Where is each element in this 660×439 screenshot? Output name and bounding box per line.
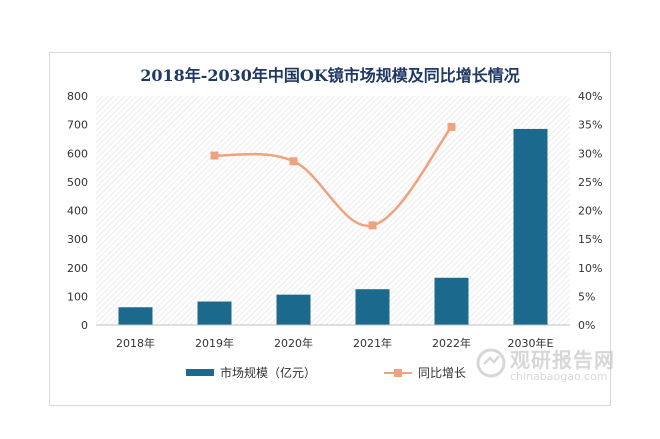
watermark-logo-icon bbox=[476, 348, 506, 378]
x-tick-label: 2019年 bbox=[195, 336, 234, 350]
legend-swatch-line bbox=[384, 368, 412, 377]
x-tick-label: 2030年E bbox=[508, 336, 554, 350]
watermark: 观研报告网 chinabaogao.com bbox=[476, 342, 616, 392]
left-tick-label: 100 bbox=[67, 290, 88, 303]
legend: 市场规模（亿元） 同比增长 bbox=[108, 360, 608, 386]
bar-0 bbox=[118, 307, 153, 325]
chart-title: 2018年-2030年中国OK镜市场规模及同比增长情况 bbox=[140, 66, 520, 85]
right-tick-label: 15% bbox=[578, 233, 602, 246]
growth-point-3 bbox=[447, 122, 456, 131]
bar-5 bbox=[513, 128, 548, 325]
growth-point-2 bbox=[368, 221, 377, 230]
right-tick-label: 0% bbox=[578, 319, 595, 332]
bar-2 bbox=[276, 294, 311, 325]
x-tick-label: 2022年 bbox=[432, 336, 471, 350]
watermark-url: chinabaogao.com bbox=[510, 370, 608, 383]
x-tick-label: 2018年 bbox=[116, 336, 155, 350]
watermark-name: 观研报告网 bbox=[510, 348, 615, 372]
right-tick-label: 30% bbox=[578, 147, 602, 160]
legend-swatch-bar bbox=[186, 369, 214, 376]
plot-area bbox=[96, 96, 570, 325]
right-tick-label: 40% bbox=[578, 90, 602, 103]
legend-item-line: 同比增长 bbox=[384, 364, 466, 381]
left-tick-label: 800 bbox=[67, 90, 88, 103]
right-tick-label: 25% bbox=[578, 176, 602, 189]
legend-label-line: 同比增长 bbox=[418, 366, 467, 380]
bar-3 bbox=[355, 289, 390, 325]
right-tick-label: 10% bbox=[578, 262, 602, 275]
left-tick-label: 500 bbox=[67, 176, 88, 189]
left-tick-label: 400 bbox=[67, 205, 88, 218]
bar-1 bbox=[197, 301, 232, 325]
growth-point-1 bbox=[289, 157, 298, 166]
x-tick-label: 2020年 bbox=[274, 336, 313, 350]
left-tick-label: 0 bbox=[81, 319, 88, 332]
legend-label-bar: 市场规模（亿元） bbox=[220, 366, 317, 380]
left-tick-label: 700 bbox=[67, 119, 88, 132]
right-tick-label: 35% bbox=[578, 119, 602, 132]
bar-4 bbox=[434, 277, 469, 325]
growth-point-0 bbox=[210, 151, 219, 160]
growth-line bbox=[214, 126, 453, 227]
left-tick-label: 300 bbox=[67, 233, 88, 246]
right-tick-label: 20% bbox=[578, 205, 602, 218]
legend-item-bar: 市场规模（亿元） bbox=[186, 364, 316, 381]
left-tick-label: 200 bbox=[67, 262, 88, 275]
x-tick-label: 2021年 bbox=[353, 336, 392, 350]
left-tick-label: 600 bbox=[67, 147, 88, 160]
right-tick-label: 5% bbox=[578, 290, 595, 303]
